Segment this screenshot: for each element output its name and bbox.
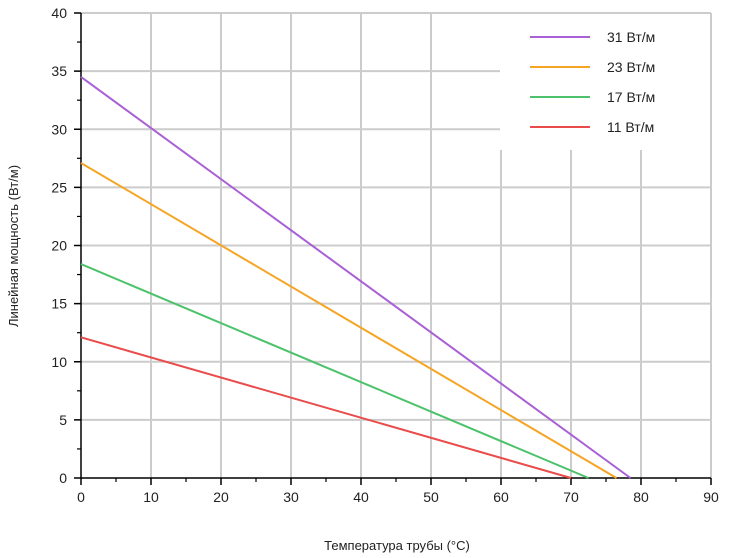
series-line-4 (80, 336, 572, 479)
x-tick-label: 50 (423, 489, 439, 505)
y-tick-label: 5 (59, 412, 67, 428)
x-tick-label: 30 (283, 489, 299, 505)
y-tick-label: 20 (51, 238, 67, 254)
legend: 31 Вт/м 23 Вт/м 17 Вт/м 11 Вт/м (530, 29, 655, 135)
x-tick-label: 0 (77, 489, 85, 505)
legend-label-4: 11 Вт/м (607, 119, 654, 135)
x-tick-label: 80 (633, 489, 649, 505)
series-line-2 (80, 162, 618, 479)
y-tick-label: 30 (51, 121, 67, 137)
legend-label-1: 31 Вт/м (607, 29, 655, 45)
y-axis-title: Линейная мощность (Вт/м) (6, 165, 21, 327)
legend-label-3: 17 Вт/м (607, 89, 655, 105)
series-line-3 (80, 263, 589, 479)
y-tick-label: 0 (59, 470, 67, 486)
y-tick-label: 40 (51, 5, 67, 21)
y-tick-label: 10 (51, 354, 67, 370)
series-line-1 (80, 76, 632, 479)
grid (81, 12, 712, 478)
x-tick-label: 10 (143, 489, 159, 505)
x-tick-label: 90 (703, 489, 719, 505)
y-tick-label: 35 (51, 63, 67, 79)
x-tick-label: 20 (213, 489, 229, 505)
ticks: 0 10 20 30 40 50 60 70 80 90 0 5 10 15 20 25 30 35 40 (51, 5, 719, 505)
y-tick-label: 15 (51, 296, 67, 312)
x-axis-title: Температура трубы (°C) (324, 538, 470, 553)
y-tick-label: 25 (51, 179, 67, 195)
legend-label-2: 23 Вт/м (607, 59, 655, 75)
series-lines (80, 76, 632, 479)
x-tick-label: 70 (563, 489, 579, 505)
x-tick-label: 60 (493, 489, 509, 505)
x-tick-label: 40 (353, 489, 369, 505)
